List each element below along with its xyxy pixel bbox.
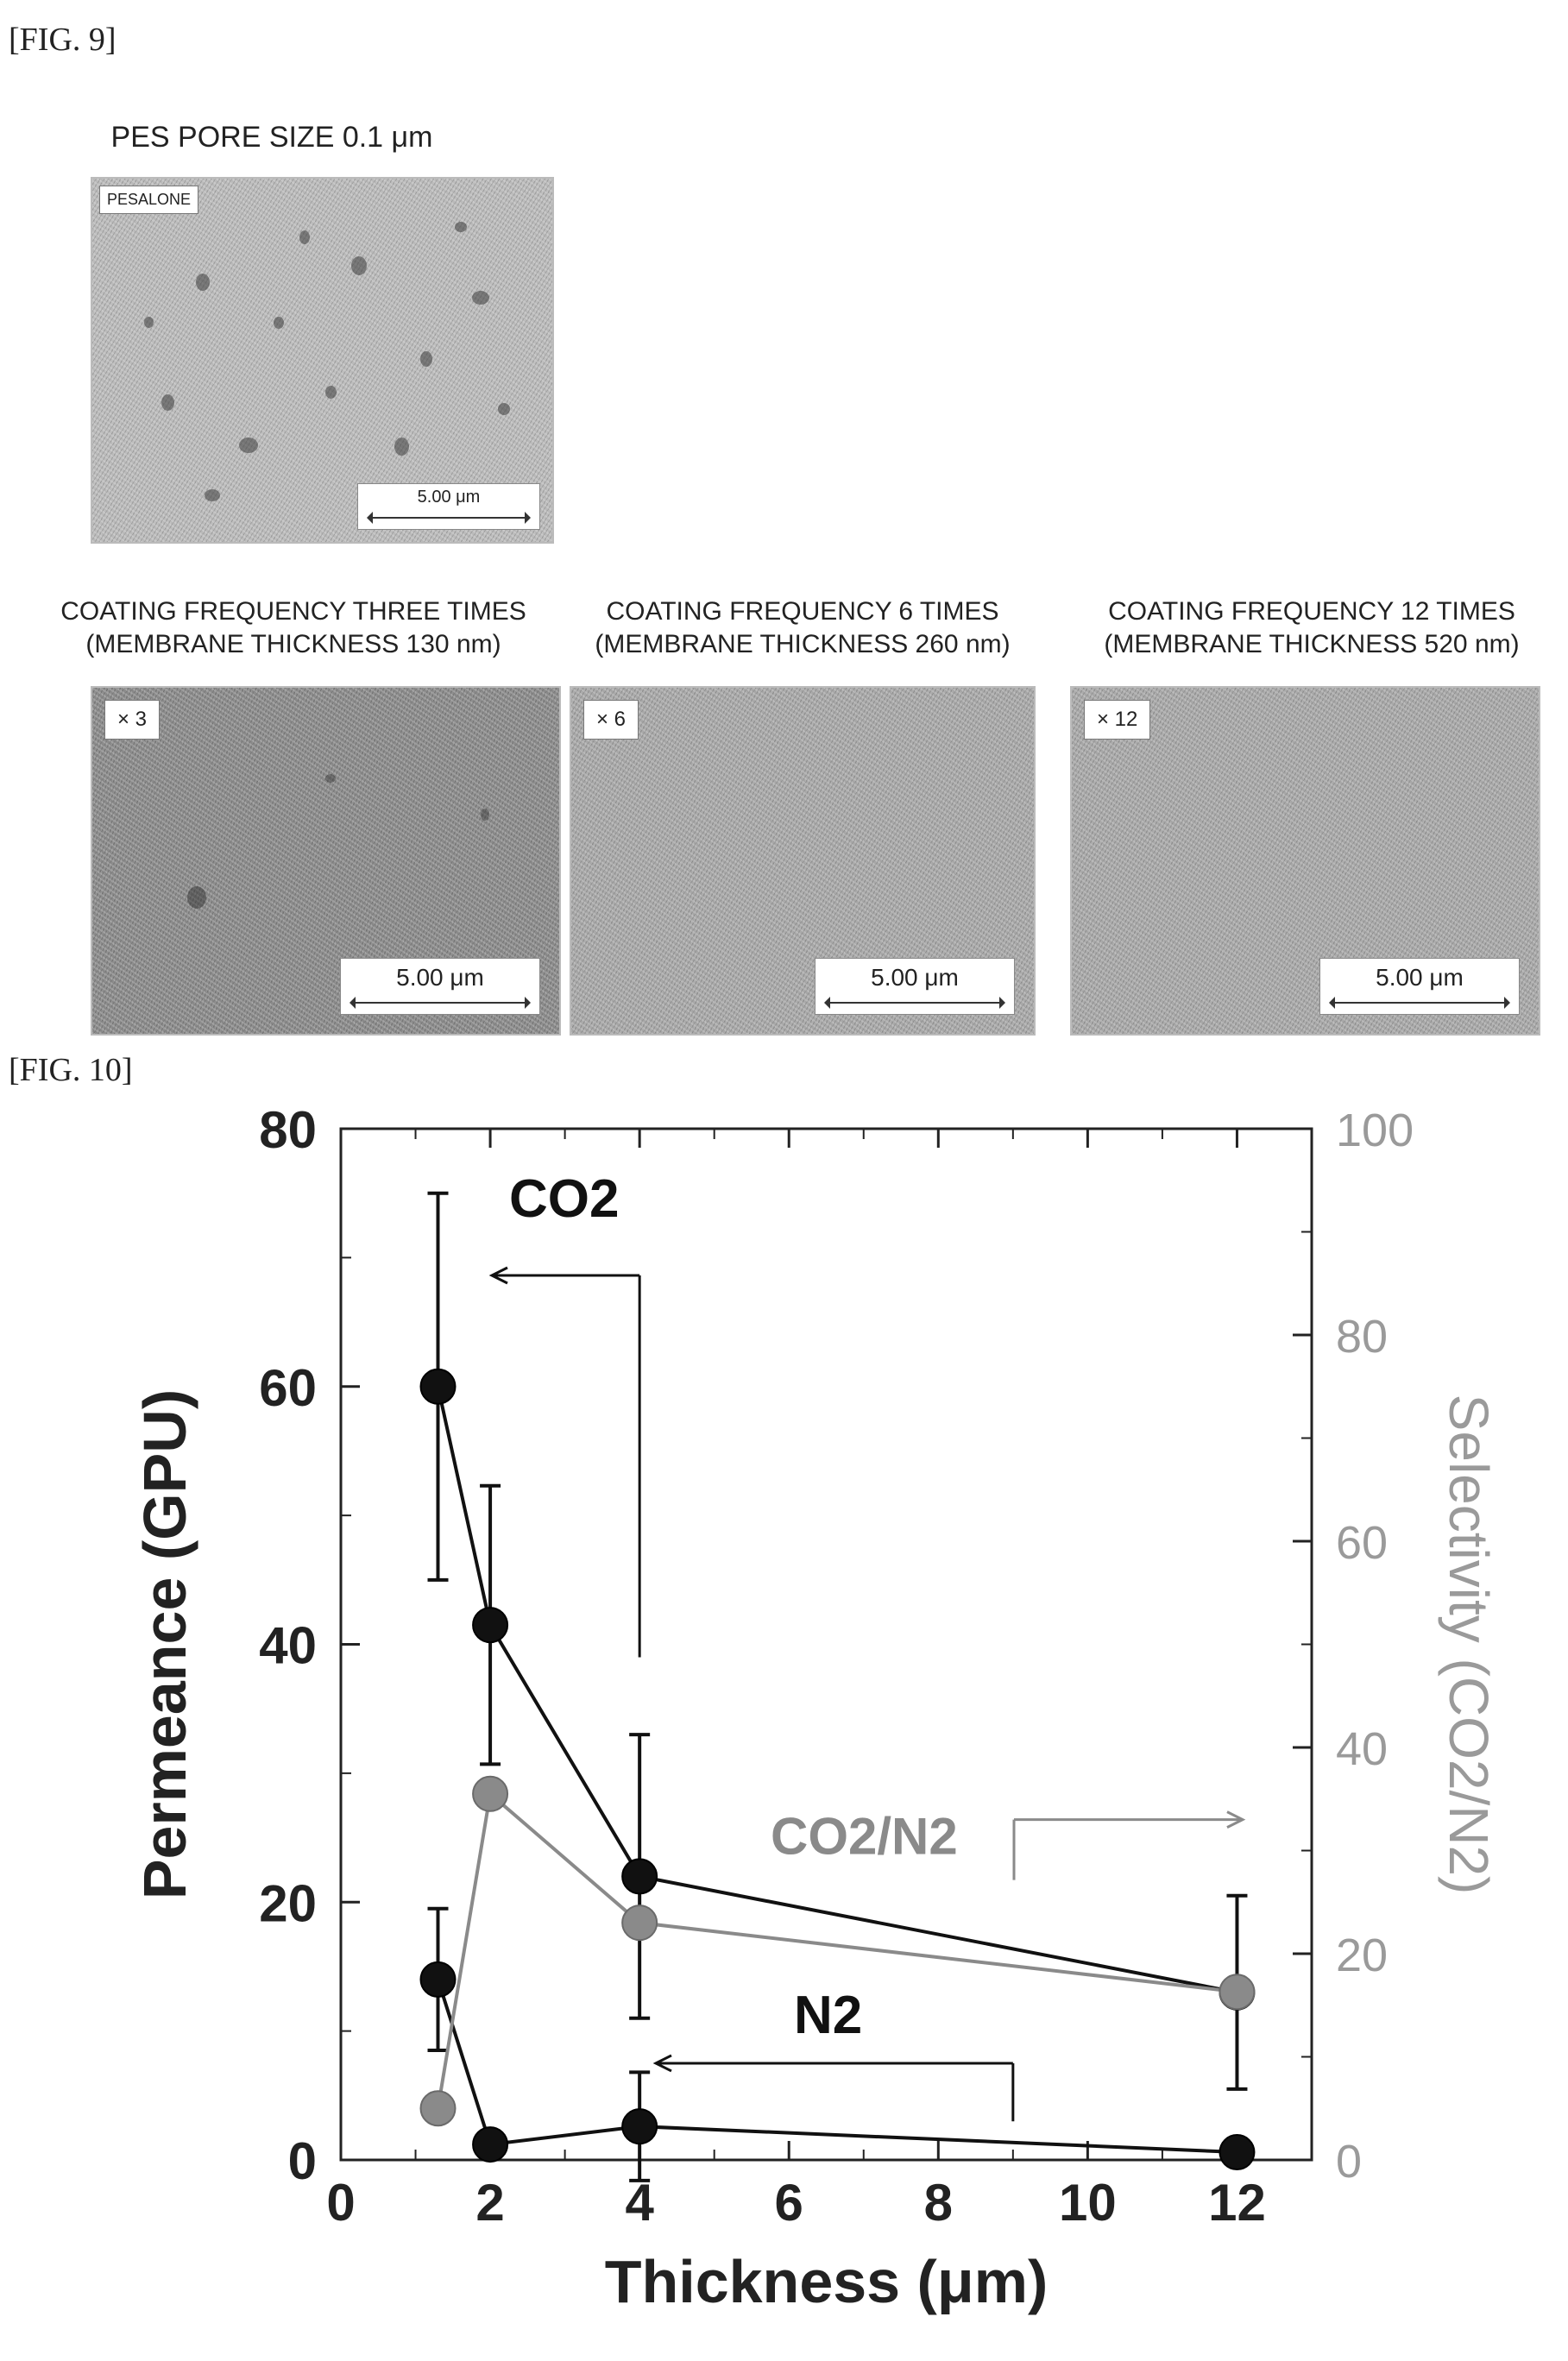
x-tick-label: 8 [924,2174,953,2232]
n2-arrow-head [652,2054,672,2073]
y-tick-label: 40 [259,1617,317,1675]
panel-3-micrograph: × 12 5.00 μm [1070,686,1540,1036]
panel-2-scale-bar: 5.00 μm [815,958,1015,1015]
y2-tick-label: 0 [1336,2136,1362,2188]
y-tick-label: 80 [259,1105,317,1159]
panel-3-scale-bar: 5.00 μm [1319,958,1520,1015]
scale-label: 5.00 μm [396,964,484,991]
co2-n2-point [419,2090,457,2127]
x-tick-label: 12 [1208,2174,1266,2232]
x-tick-label: 0 [326,2174,355,2232]
co2-point [419,1368,457,1405]
y2-tick-label: 60 [1336,1517,1388,1569]
fig9-label: [FIG. 9] [9,22,116,58]
y2-axis-label: Selectivity (CO2/N2) [1438,1395,1500,1895]
co2-n2-point [621,1905,658,1942]
panel-2-tag: × 6 [583,700,639,740]
co2-n2-annotation-label: CO2/N2 [771,1808,958,1866]
n2-annotation-label: N2 [794,1986,862,2045]
y2-tick-label: 20 [1336,1930,1388,1981]
panel-3-caption-line1: COATING FREQUENCY 12 TIMES [1108,597,1515,626]
co2-point [472,1607,509,1644]
pes-alone-scale-bar: 5.00 μm [357,483,540,530]
panel-3-caption-line2: (MEMBRANE THICKNESS 520 nm) [1104,630,1520,658]
panel-1-caption-line1: COATING FREQUENCY THREE TIMES [60,597,526,626]
panel-1-caption-line2: (MEMBRANE THICKNESS 130 nm) [85,630,501,658]
pes-pore-size-caption: PES PORE SIZE 0.1 μm [110,121,433,154]
n2-point [621,2108,658,2145]
y-tick-label: 20 [259,1874,317,1932]
panel-2-caption: COATING FREQUENCY 6 TIMES (MEMBRANE THIC… [570,595,1036,661]
n2-point [472,2126,509,2163]
scale-label: 5.00 μm [417,488,481,507]
co2-point [621,1858,658,1895]
pes-alone-micrograph: PESALONE 5.00 μm [91,177,554,544]
y-tick-label: 0 [288,2132,317,2190]
fig10-label: [FIG. 10] [9,1052,133,1088]
y2-tick-label: 100 [1336,1105,1414,1156]
panel-2-caption-line1: COATING FREQUENCY 6 TIMES [606,597,999,626]
y-tick-label: 60 [259,1359,317,1417]
panel-2-micrograph: × 6 5.00 μm [570,686,1036,1036]
co2-line [436,1386,1237,1994]
co2-n2-point [1219,1974,1256,2011]
n2-line [436,1979,1237,2155]
pes-alone-tag: PESALONE [99,186,199,214]
co2-n2-point [472,1775,509,1812]
n2-point [1219,2134,1256,2171]
co2-arrow-head [488,1266,508,1285]
panel-1-micrograph: × 3 5.00 μm [91,686,561,1036]
panel-3-tag: × 12 [1084,700,1151,740]
scale-label: 5.00 μm [871,964,959,991]
co2-annotation-label: CO2 [509,1169,619,1229]
x-tick-label: 10 [1059,2174,1117,2232]
n2-point [419,1961,457,1998]
x-axis-label: Thickness (μm) [605,2248,1048,2315]
panel-2-caption-line2: (MEMBRANE THICKNESS 260 nm) [595,630,1011,658]
panel-1-scale-bar: 5.00 μm [340,958,540,1015]
co2-n2-line [436,1790,1237,2109]
y-axis-label: Permeance (GPU) [131,1389,198,1899]
y2-tick-label: 80 [1336,1311,1388,1363]
panel-1-tag: × 3 [104,700,161,740]
co2-n2-arrow-head [1226,1810,1246,1829]
x-tick-label: 6 [775,2174,803,2232]
scale-label: 5.00 μm [1376,964,1464,991]
panel-1-caption: COATING FREQUENCY THREE TIMES (MEMBRANE … [35,595,552,661]
x-tick-label: 4 [625,2174,654,2232]
x-tick-label: 2 [475,2174,504,2232]
permeance-selectivity-chart: 0 2 4 6 8 10 12 0 20 40 60 80 0 20 40 60 80 100 CO2 N2 CO2/… [131,1105,1500,2315]
y2-tick-label: 40 [1336,1723,1388,1775]
panel-3-caption: COATING FREQUENCY 12 TIMES (MEMBRANE THI… [1070,595,1553,661]
